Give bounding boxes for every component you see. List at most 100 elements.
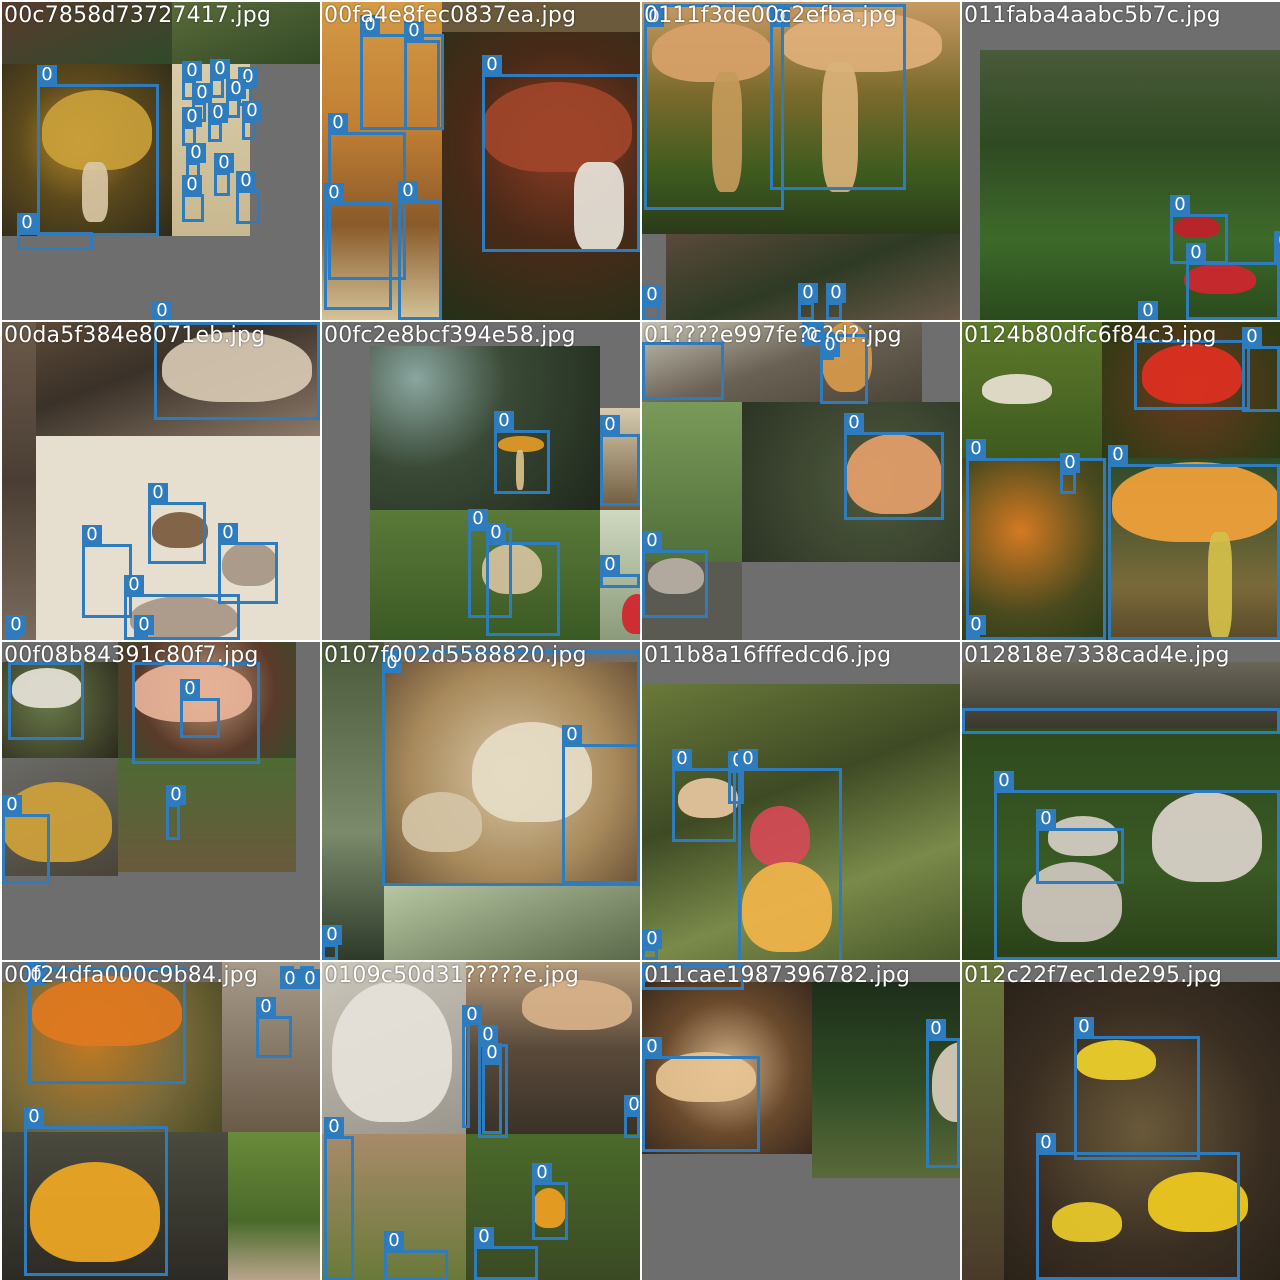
class-label: 0 <box>1036 1133 1056 1153</box>
mosaic-tile: 0 0 0 0 0 0 00fa4e8fec0837ea.jpg <box>322 2 640 320</box>
class-label: 0 <box>2 795 22 815</box>
mushroom-cap <box>656 1052 756 1102</box>
bounding-box: 0 <box>642 929 662 960</box>
bounding-box: 0 <box>208 103 228 142</box>
photo-crop <box>228 1132 320 1280</box>
bounding-box: 0 <box>226 79 246 118</box>
class-label: 0 <box>328 113 348 133</box>
photo-crop <box>118 758 296 872</box>
class-label: 0 <box>1274 231 1280 251</box>
bounding-box: 0 <box>966 439 1106 640</box>
mushroom-cap <box>42 90 152 170</box>
bounding-box: 0 <box>600 415 640 506</box>
image-filename: 00da5f384e8071eb.jpg <box>4 323 266 348</box>
class-label: 0 <box>642 285 662 305</box>
mosaic-tile: 0 0 012c22f7ec1de295.jpg <box>962 962 1280 1280</box>
class-label: 0 <box>398 181 418 201</box>
bounding-box: 0 <box>26 962 46 985</box>
photo-crop <box>442 2 640 32</box>
class-label: 0 <box>182 175 202 195</box>
bounding-box <box>154 322 320 420</box>
bounding-box: 0 <box>642 531 708 618</box>
mushroom-stem <box>712 72 742 192</box>
photo-crop <box>172 2 320 64</box>
bounding-box: 0 <box>134 615 154 640</box>
mushroom-stem <box>82 162 108 222</box>
mosaic-tile: 0 0 0 0 0 0 0 0 0 0 0 0 0 0 0 00c7858d73727417.jpg <box>2 2 320 320</box>
mushroom-cap <box>1076 1040 1156 1080</box>
bounding-box: 0 <box>182 175 204 222</box>
class-label: 0 <box>562 725 582 745</box>
class-label: 0 <box>642 1037 662 1057</box>
class-label: 0 <box>26 965 46 985</box>
mushroom-cap <box>1112 462 1280 542</box>
class-label: 0 <box>384 1231 404 1251</box>
bounding-box: 0 <box>482 55 640 252</box>
bounding-box: 0 <box>926 1019 960 1168</box>
class-label: 0 <box>236 171 256 191</box>
bounding-box: 0 <box>642 1037 760 1152</box>
bounding-box: 0 <box>398 181 442 320</box>
bounding-box: 0 <box>24 1107 168 1276</box>
image-filename: 0109c50d31?????e.jpg <box>324 963 579 988</box>
mushroom-cap <box>332 982 452 1122</box>
image-filename: 011cae1987396782.jpg <box>644 963 911 988</box>
mushroom-cap <box>1174 216 1220 238</box>
bounding-box: 0 <box>236 171 260 224</box>
mosaic-tile: 0 0 011cae1987396782.jpg <box>642 962 960 1280</box>
class-label: 0 <box>242 101 262 121</box>
bounding-box: 0 <box>1242 327 1280 412</box>
bounding-box: 0 <box>462 1005 482 1128</box>
mushroom-cap <box>532 1188 566 1228</box>
class-label: 0 <box>214 153 234 173</box>
class-label: 0 <box>192 83 212 103</box>
class-label: 0 <box>148 483 168 503</box>
class-label: 0 <box>482 1043 502 1063</box>
class-label: 0 <box>124 575 144 595</box>
mushroom-cap <box>1152 792 1262 882</box>
bounding-box: 0 <box>300 966 320 989</box>
photo-crop <box>962 962 1004 1280</box>
mushroom-cap <box>750 806 810 866</box>
bounding-box <box>1134 340 1250 410</box>
class-label: 0 <box>208 103 228 123</box>
bounding-box: 0 <box>384 1231 448 1280</box>
class-label: 0 <box>1170 195 1190 215</box>
photo-crop <box>2 322 36 640</box>
class-label: 0 <box>966 439 986 459</box>
mosaic-tile: 0000011b8a16fffedcd6.jpg <box>642 642 960 960</box>
mushroom-cap <box>1142 344 1242 404</box>
photo-crop <box>1004 982 1280 1280</box>
mushroom-cap <box>222 542 278 586</box>
class-label: 0 <box>474 1227 494 1247</box>
bounding-box: 0 <box>256 997 292 1058</box>
bounding-box: 0 <box>798 283 818 320</box>
photo-crop <box>642 322 922 402</box>
class-label: 0 <box>1074 1017 1094 1037</box>
mushroom-cap <box>482 82 632 172</box>
photo-crop <box>322 1134 466 1280</box>
image-filename: 01????e997fe?c?d?.jpg <box>644 323 902 348</box>
class-label: 0 <box>994 771 1014 791</box>
mosaic-tile: 0 0 0 0 0 0 0 0 0109c50d31?????e.jpg <box>322 962 640 1280</box>
bounding-box: 0 <box>218 523 278 604</box>
mushroom-cap <box>648 558 704 594</box>
bounding-box: 0 <box>6 615 26 640</box>
class-label: 0 <box>360 15 380 35</box>
bounding-box: 0 <box>562 725 640 884</box>
class-label: 0 <box>966 615 986 635</box>
photo-crop <box>322 642 384 960</box>
bounding-box: 0 <box>802 322 824 345</box>
class-label: 0 <box>24 1107 44 1127</box>
mushroom-cap <box>652 22 772 82</box>
bounding-box: 0 <box>148 483 206 564</box>
class-label: 0 <box>770 7 790 27</box>
class-label: 0 <box>404 21 424 41</box>
class-label: 0 <box>182 107 202 127</box>
bounding-box: 0 <box>324 1117 354 1280</box>
class-label: 0 <box>802 325 822 345</box>
bounding-box: 0 <box>166 785 186 840</box>
bounding-box: 0 <box>642 285 662 320</box>
class-label: 0 <box>820 335 840 355</box>
mushroom-cap <box>402 792 482 852</box>
